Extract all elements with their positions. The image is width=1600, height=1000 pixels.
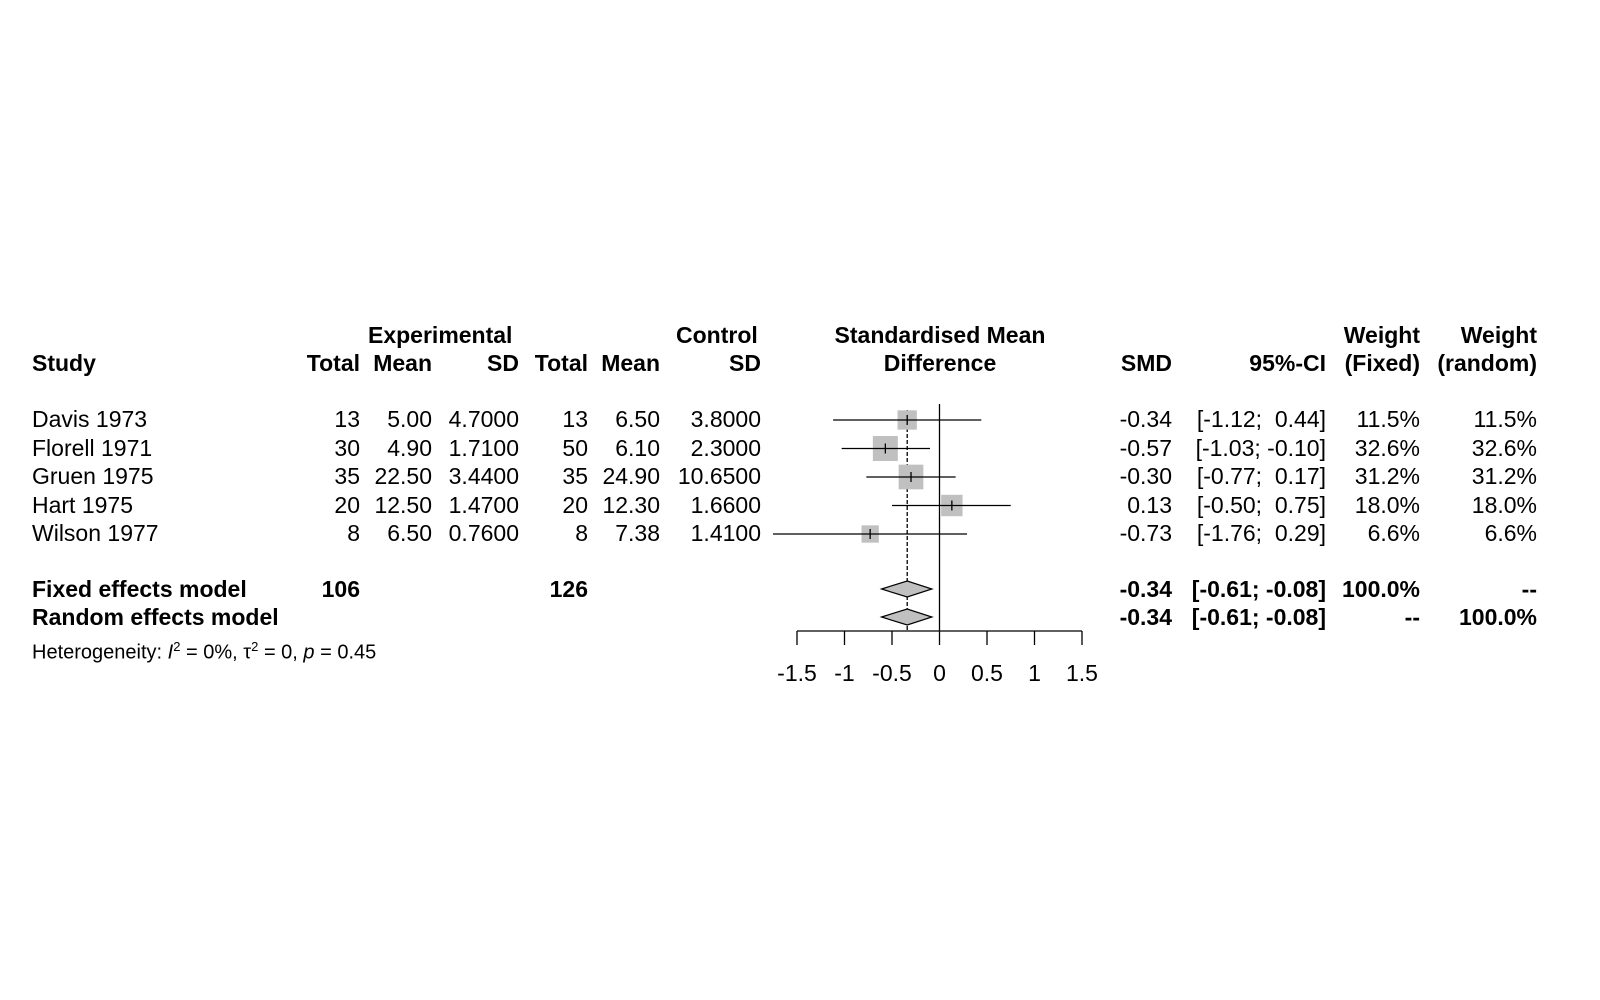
header-smd: SMD — [1120, 350, 1172, 376]
header-e-mean: Mean — [373, 350, 432, 376]
e-mean: 12.50 — [374, 491, 432, 518]
fixed-w-fixed: 100.0% — [1341, 576, 1420, 602]
c-total: 35 — [562, 463, 588, 489]
fixed-ci: [-0.61; -0.08] — [1191, 576, 1326, 602]
c-mean: 7.38 — [615, 520, 660, 546]
fixed-effect-diamond — [879, 580, 934, 598]
weight-random: 6.6% — [1484, 520, 1537, 546]
study-name: Hart 1975 — [32, 491, 134, 518]
x-axis-tick-label: -1.5 — [777, 660, 817, 686]
e-sd: 3.4400 — [448, 463, 519, 489]
fixed-w-random: -- — [1521, 576, 1537, 602]
e-total: 13 — [334, 406, 360, 432]
x-axis-tick-label: 1.5 — [1066, 660, 1098, 686]
header-e-sd: SD — [487, 350, 519, 376]
smd-value: -0.34 — [1119, 406, 1172, 432]
header-weight-fixed-1: Weight — [1343, 322, 1420, 348]
random-w-random: 100.0% — [1458, 604, 1537, 630]
weight-random: 31.2% — [1471, 463, 1537, 489]
c-sd: 2.3000 — [690, 434, 761, 461]
x-axis-tick-label: 0 — [933, 660, 946, 686]
weight-fixed: 6.6% — [1367, 520, 1420, 546]
ci-value: [-1.12; 0.44] — [1196, 406, 1326, 432]
smd-value: -0.73 — [1119, 520, 1172, 546]
weight-fixed: 11.5% — [1356, 406, 1420, 432]
c-total: 13 — [562, 406, 588, 432]
c-total: 8 — [575, 520, 588, 546]
e-sd: 0.7600 — [448, 520, 519, 546]
smd-value: -0.57 — [1119, 434, 1172, 461]
header-ci: 95%-CI — [1249, 350, 1326, 376]
x-axis-tick-label: 1 — [1028, 660, 1041, 686]
header-weight-fixed-2: (Fixed) — [1344, 350, 1420, 376]
random-effect-diamond — [879, 608, 934, 626]
c-sd: 3.8000 — [690, 406, 761, 432]
fixed-smd: -0.34 — [1119, 576, 1172, 602]
e-mean: 22.50 — [374, 463, 432, 489]
random-w-fixed: -- — [1404, 604, 1420, 630]
weight-random: 32.6% — [1471, 434, 1537, 461]
c-mean: 24.90 — [602, 463, 660, 489]
header-smd-line2: Difference — [883, 350, 997, 376]
x-axis-tick-label: -1 — [834, 660, 854, 686]
random-smd: -0.34 — [1119, 604, 1172, 630]
c-sd: 10.6500 — [677, 463, 761, 489]
fixed-label: Fixed effects model — [32, 576, 247, 602]
smd-value: -0.30 — [1119, 463, 1172, 489]
e-mean: 5.00 — [387, 406, 432, 432]
e-total: 8 — [347, 520, 360, 546]
weight-fixed: 31.2% — [1354, 463, 1420, 489]
x-axis-tick-label: 0.5 — [971, 660, 1003, 686]
random-label: Random effects model — [32, 604, 279, 630]
e-total: 20 — [334, 491, 360, 518]
heterogeneity-text: Heterogeneity: I2 = 0%, τ2 = 0, p = 0.45 — [32, 639, 377, 664]
ci-value: [-0.77; 0.17] — [1196, 463, 1326, 489]
ci-value: [-0.50; 0.75] — [1196, 491, 1326, 518]
weight-random: 18.0% — [1471, 491, 1537, 518]
fixed-e-total: 106 — [321, 576, 360, 602]
c-sd: 1.4100 — [690, 520, 761, 546]
c-mean: 6.10 — [615, 434, 660, 461]
weight-fixed: 18.0% — [1354, 491, 1420, 518]
e-sd: 1.7100 — [448, 434, 519, 461]
ci-value: [-1.76; 0.29] — [1196, 520, 1326, 546]
x-axis-tick-label: -0.5 — [872, 660, 912, 686]
c-mean: 12.30 — [602, 491, 660, 518]
e-sd: 4.7000 — [448, 406, 519, 432]
e-total: 30 — [334, 434, 360, 461]
header-c-sd: SD — [729, 350, 761, 376]
weight-random: 11.5% — [1473, 406, 1537, 432]
e-mean: 4.90 — [387, 434, 432, 461]
e-sd: 1.4700 — [448, 491, 519, 518]
header-experimental: Experimental — [368, 322, 513, 348]
c-mean: 6.50 — [615, 406, 660, 432]
header-c-mean: Mean — [601, 350, 660, 376]
e-total: 35 — [334, 463, 360, 489]
header-study: Study — [32, 350, 96, 376]
weight-fixed: 32.6% — [1354, 434, 1420, 461]
header-c-total: Total — [534, 350, 588, 376]
ci-value: [-1.03; -0.10] — [1195, 434, 1326, 461]
study-name: Davis 1973 — [32, 406, 148, 432]
study-name: Florell 1971 — [32, 434, 153, 461]
c-total: 20 — [562, 491, 588, 518]
smd-value: 0.13 — [1127, 491, 1172, 518]
e-mean: 6.50 — [387, 520, 432, 546]
header-e-total: Total — [306, 350, 360, 376]
study-name: Gruen 1975 — [32, 463, 154, 489]
c-total: 50 — [562, 434, 588, 461]
header-control: Control — [676, 322, 758, 348]
study-name: Wilson 1977 — [32, 520, 159, 546]
header-smd-line1: Standardised Mean — [834, 322, 1046, 348]
header-weight-random-1: Weight — [1460, 322, 1537, 348]
c-sd: 1.6600 — [690, 491, 761, 518]
header-weight-random-2: (random) — [1437, 350, 1537, 376]
random-ci: [-0.61; -0.08] — [1191, 604, 1326, 630]
fixed-c-total: 126 — [549, 576, 588, 602]
